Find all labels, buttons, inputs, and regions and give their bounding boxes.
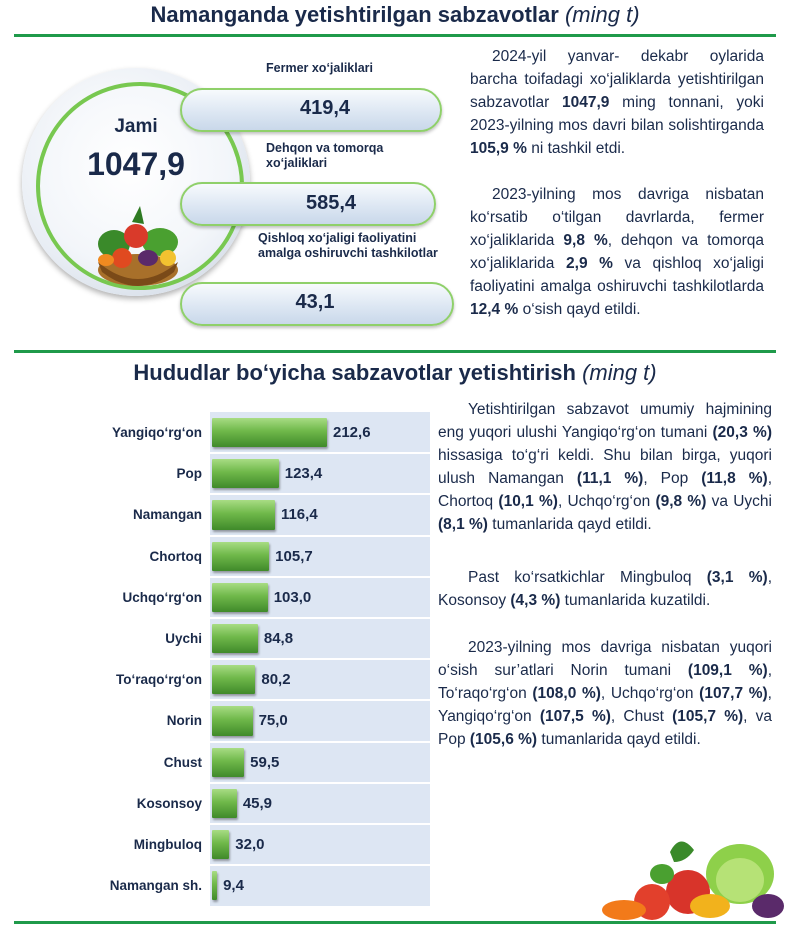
bar-value-label: 212,6 <box>333 424 371 441</box>
total-label: Jami <box>114 116 158 137</box>
section-title: Hududlar bo‘yicha sabzavotlar yetishtiri… <box>0 360 790 386</box>
bar <box>212 459 279 489</box>
bar-value-label: 84,8 <box>263 630 294 647</box>
bar-category-label: Mingbuloq <box>133 837 202 852</box>
bar <box>212 788 237 818</box>
bar <box>212 747 245 777</box>
vegetables-illustration-icon <box>602 841 784 920</box>
bar-category-label: Norin <box>166 713 202 729</box>
vegetable-basket-icon <box>98 206 178 286</box>
page-title: Namanganda yetishtirilgan sabzavotlar (m… <box>0 2 790 28</box>
stat-label-tashkilot: Qishloq xo‘jaligi faoliyatini amalga osh… <box>258 231 438 260</box>
section-rule <box>14 350 776 353</box>
bar-category-label: Chortoq <box>149 548 202 564</box>
bar-value-label: 103,0 <box>273 588 312 606</box>
footer-rule <box>14 921 776 924</box>
stat-value-dehqon: 585,4 <box>305 192 357 214</box>
page-title-text: Namanganda yetishtirilgan sabzavotlar <box>150 2 559 27</box>
bar <box>212 541 270 571</box>
total-value: 1047,9 <box>87 146 185 182</box>
chart-row-separator <box>210 452 430 455</box>
chart-row-separator <box>210 823 430 825</box>
bar <box>212 706 253 736</box>
bar-category-label: Namangan <box>132 507 202 523</box>
section-title-unit: (ming t) <box>582 360 657 385</box>
bar-value-label: 32,0 <box>235 836 265 853</box>
bar <box>212 418 327 448</box>
chart-row-separator <box>210 617 430 619</box>
bar <box>212 665 256 695</box>
bar-category-label: Yangiqo‘rg‘on <box>112 425 202 440</box>
header-rule <box>14 34 776 37</box>
stat-pill-dehqon <box>180 182 436 226</box>
page-title-unit: (ming t) <box>564 2 640 27</box>
stat-pill-fermer <box>180 88 442 132</box>
paragraph-summary-1: 2024-yil yanvar- dekabr oylarida barcha … <box>470 48 764 157</box>
bar-value-label: 9,4 <box>223 877 244 895</box>
paragraph-regions-3: 2023-yilning mos davriga nisbatan yuqori… <box>438 639 773 748</box>
chart-row-separator <box>210 781 430 784</box>
stat-pill-tashkilot <box>180 282 454 326</box>
chart-row-separator <box>210 534 430 537</box>
bar-value-label: 116,4 <box>280 506 318 524</box>
chart-row-separator <box>210 864 430 867</box>
chart-row-separator <box>210 493 430 496</box>
chart-row-separator <box>210 740 430 743</box>
paragraph-regions-1: Yetishtirilgan sabzavot umumiy hajmining… <box>438 401 772 533</box>
bar-value-label: 45,9 <box>242 794 273 812</box>
stat-label-dehqon: Dehqon va tomorqa xo‘jaliklari <box>266 141 384 170</box>
stat-value-fermer: 419,4 <box>299 97 351 119</box>
bar <box>212 871 218 901</box>
stat-value-tashkilot: 43,1 <box>295 291 335 313</box>
bar-value-label: 105,7 <box>275 547 313 565</box>
bar-category-label: Chust <box>163 754 202 770</box>
chart-row-separator <box>210 575 430 578</box>
bar <box>212 582 268 612</box>
paragraph-regions-2: Past ko‘rsatkichlar Mingbuloq (3,1 %), K… <box>438 569 772 609</box>
bar-category-label: Uychi <box>165 631 202 646</box>
bar-value-label: 75,0 <box>258 712 288 730</box>
chart-row-separator <box>210 658 430 661</box>
bar-category-label: Uchqo‘rg‘on <box>122 589 203 605</box>
chart-row-separator <box>210 699 430 702</box>
bar-value-label: 59,5 <box>250 753 280 771</box>
bar-value-label: 123,4 <box>284 465 323 483</box>
bar <box>212 500 275 530</box>
stat-label-fermer: Fermer xo‘jaliklari <box>266 61 374 75</box>
bar-category-label: Pop <box>176 466 203 482</box>
bar-value-label: 80,2 <box>261 671 291 689</box>
bar-category-label: Namangan sh. <box>109 878 202 894</box>
bar <box>212 830 230 860</box>
bar <box>212 624 258 654</box>
section-title-text: Hududlar bo‘yicha sabzavotlar yetishtiri… <box>133 360 576 385</box>
bar-category-label: Kosonsoy <box>136 795 202 811</box>
bar-category-label: To‘raqo‘rg‘on <box>116 672 202 688</box>
paragraph-summary-2: 2023-yilning mos davriga nisbatan ko‘rsa… <box>470 186 764 318</box>
